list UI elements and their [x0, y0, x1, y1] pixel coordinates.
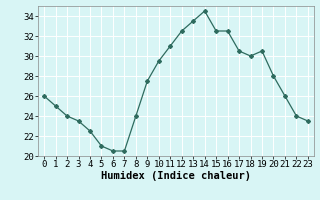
- X-axis label: Humidex (Indice chaleur): Humidex (Indice chaleur): [101, 171, 251, 181]
